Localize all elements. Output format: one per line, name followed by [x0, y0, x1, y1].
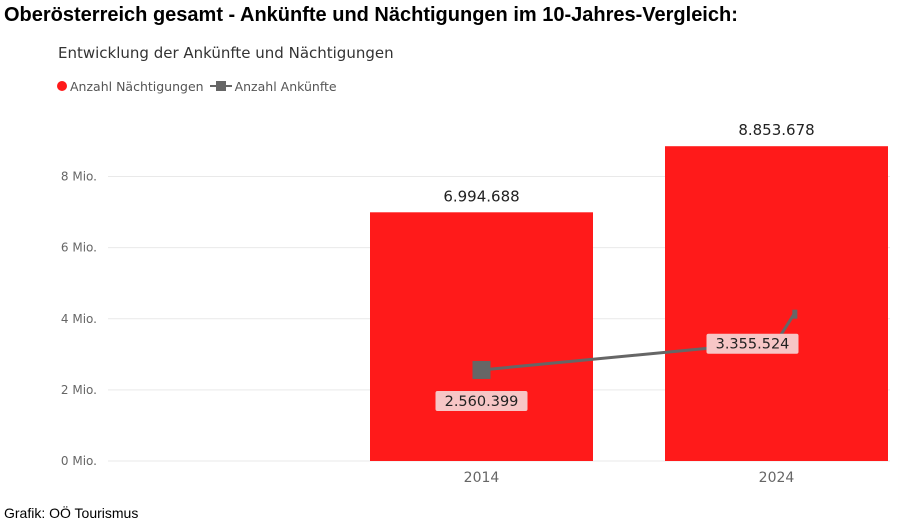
line-data-label: 2.560.399: [445, 394, 519, 410]
chart-legend: Anzahl Nächtigungen Anzahl Ankünfte: [57, 78, 343, 94]
y-tick-label: 0 Mio.: [61, 454, 97, 468]
y-tick-label: 2 Mio.: [61, 383, 97, 397]
legend-dot-icon: [57, 81, 67, 91]
chart-plot: 0 Mio. 2 Mio. 4 Mio. 6 Mio. 8 Mio. 6.994.688…: [61, 121, 890, 486]
line-end-marker: [792, 309, 798, 319]
y-tick-label: 4 Mio.: [61, 312, 97, 326]
legend-label-ankuenfte: Anzahl Ankünfte: [234, 78, 337, 94]
line-label-box: [435, 390, 528, 411]
marker-ankuenfte-2014[interactable]: [472, 360, 491, 379]
x-tick-label: 2024: [759, 470, 795, 486]
source-credit: Grafik: OÖ Tourismus: [4, 505, 139, 521]
bar-data-label: 8.853.678: [738, 121, 814, 139]
y-tick-label: 6 Mio.: [61, 241, 97, 255]
bar-naechtigungen-2024[interactable]: [665, 146, 888, 461]
chart-title: Entwicklung der Ankünfte und Nächtigunge…: [58, 44, 394, 62]
bar-naechtigungen-2014[interactable]: [370, 212, 593, 461]
x-tick-label: 2014: [464, 470, 500, 486]
line-data-label: 3.355.524: [716, 337, 790, 353]
legend-item-naechtigungen[interactable]: Anzahl Nächtigungen: [57, 79, 204, 94]
bar-data-label: 6.994.688: [443, 187, 519, 205]
page-title: Oberösterreich gesamt - Ankünfte und Näc…: [4, 4, 738, 26]
legend-line-square-icon: [209, 81, 232, 91]
legend-item-ankuenfte[interactable]: Anzahl Ankünfte: [209, 78, 337, 94]
line-label-box: [706, 333, 799, 354]
y-tick-label: 8 Mio.: [61, 170, 97, 184]
legend-label-naechtigungen: Anzahl Nächtigungen: [70, 78, 204, 94]
